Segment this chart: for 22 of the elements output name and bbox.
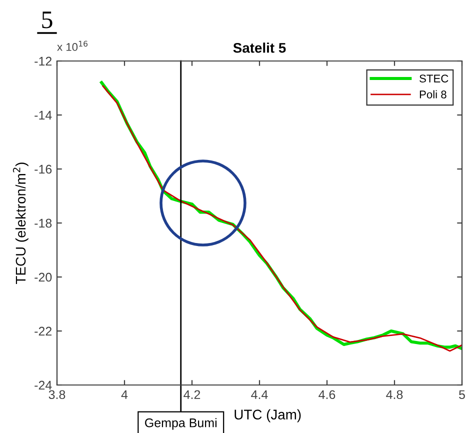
x-tick-label: 4.6 [318,390,336,400]
legend-label: STEC [420,74,448,82]
x-tick-label: 4.2 [184,390,200,399]
chart-title: Satelit 5 [233,42,286,53]
x-tick-label: 5 [459,390,465,400]
legend-label: Poli 8 [420,90,446,98]
y-axis-title: TECU (elektron/m$^{2}$) [12,162,28,284]
text: 5 [42,12,52,28]
text: x 10$^{16}$ [57,40,88,51]
x-tick-label: 3.8 [48,390,66,400]
y-tick-label: -14 [34,110,52,120]
ref-line-label: Gempa Bumi [145,418,216,430]
y-tick-label: -16 [34,164,52,174]
y-tick-label: -20 [34,272,52,282]
x-tick-label: 4.4 [251,390,268,399]
y-tick-label: -18 [34,218,52,228]
y-tick-label: -12 [34,56,52,66]
y-tick-label: -22 [34,326,52,336]
y-tick-label: -24 [34,380,52,390]
x-tick-label: 4 [121,390,128,399]
x-axis-title: UTC (Jam) [234,409,301,422]
x-tick-label: 4.8 [386,390,403,400]
